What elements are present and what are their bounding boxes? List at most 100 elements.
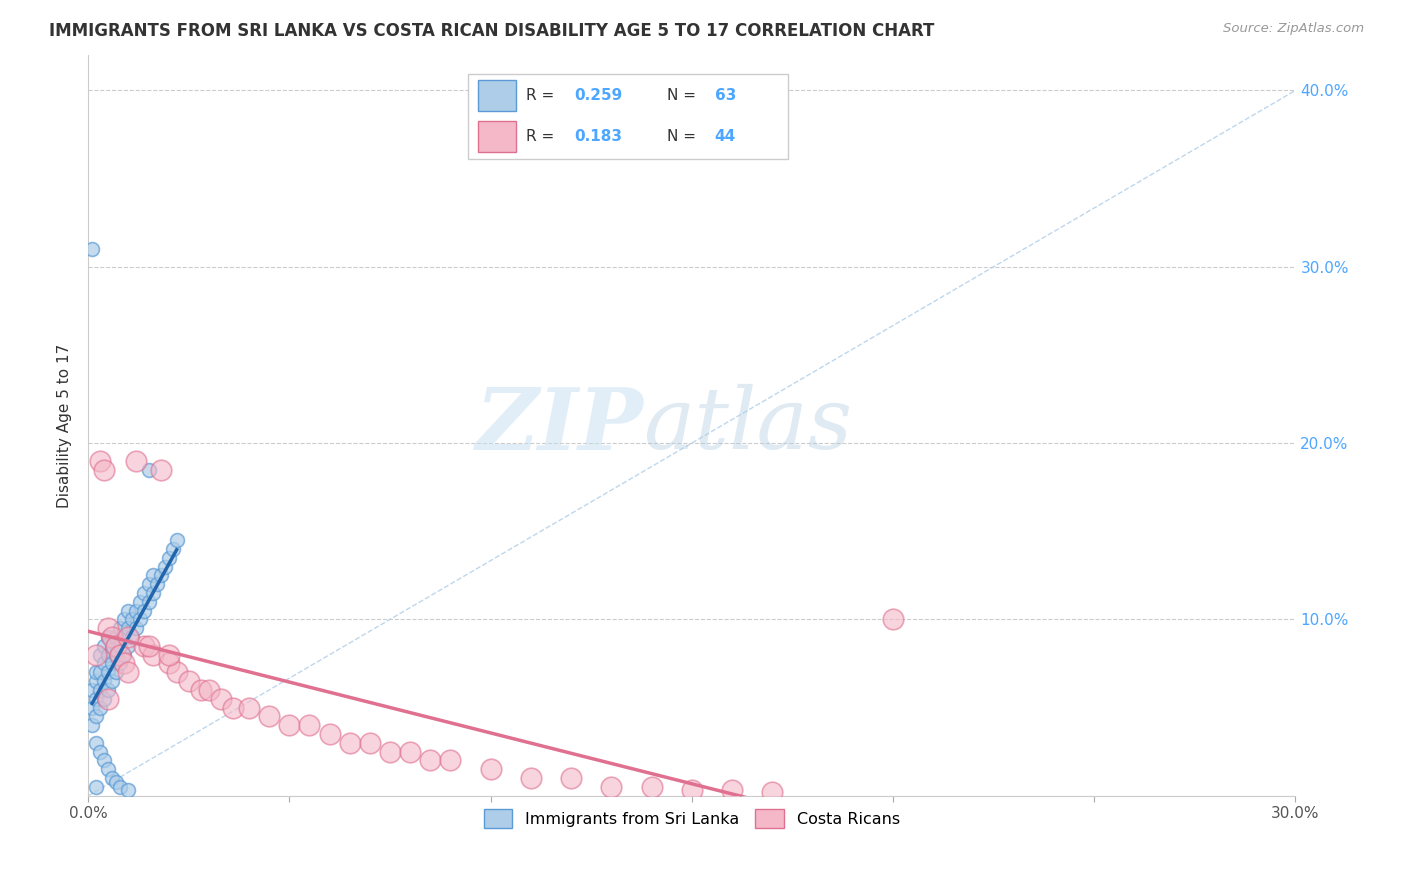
Point: [138, 577, 160, 591]
Point: [101, 674, 124, 689]
Point: [134, 639, 156, 653]
Point: [419, 754, 441, 768]
Point: [82, 718, 104, 732]
Point: [190, 682, 212, 697]
Point: [198, 682, 221, 697]
Point: [97, 682, 120, 697]
Point: [378, 745, 401, 759]
Point: [93, 639, 115, 653]
Point: [149, 462, 172, 476]
Text: atlas: atlas: [644, 384, 852, 467]
Point: [359, 736, 381, 750]
Point: [134, 604, 156, 618]
Point: [134, 586, 156, 600]
Legend: Immigrants from Sri Lanka, Costa Ricans: Immigrants from Sri Lanka, Costa Ricans: [475, 802, 908, 836]
Point: [138, 639, 160, 653]
Point: [640, 780, 662, 794]
Point: [82, 682, 104, 697]
Point: [129, 612, 152, 626]
Point: [89, 453, 111, 467]
Point: [129, 595, 152, 609]
Point: [141, 648, 163, 662]
Point: [110, 657, 132, 671]
Point: [112, 657, 135, 671]
Point: [117, 621, 139, 635]
Point: [257, 709, 280, 723]
Point: [101, 630, 124, 644]
Point: [298, 718, 321, 732]
Point: [439, 754, 461, 768]
Point: [89, 665, 111, 680]
Point: [153, 559, 176, 574]
Point: [149, 568, 172, 582]
Point: [84, 691, 107, 706]
Text: IMMIGRANTS FROM SRI LANKA VS COSTA RICAN DISABILITY AGE 5 TO 17 CORRELATION CHAR: IMMIGRANTS FROM SRI LANKA VS COSTA RICAN…: [49, 22, 935, 40]
Point: [89, 700, 111, 714]
Point: [138, 462, 160, 476]
Point: [222, 700, 245, 714]
Point: [117, 665, 139, 680]
Point: [84, 648, 107, 662]
Text: ZIP: ZIP: [475, 384, 644, 467]
Point: [157, 648, 180, 662]
Point: [110, 639, 132, 653]
Point: [681, 783, 703, 797]
Point: [97, 621, 120, 635]
Point: [101, 639, 124, 653]
Point: [110, 621, 132, 635]
Point: [117, 630, 139, 644]
Point: [141, 568, 163, 582]
Point: [84, 709, 107, 723]
Point: [145, 577, 167, 591]
Point: [121, 630, 143, 644]
Point: [89, 648, 111, 662]
Point: [166, 533, 188, 547]
Text: Source: ZipAtlas.com: Source: ZipAtlas.com: [1223, 22, 1364, 36]
Point: [278, 718, 301, 732]
Point: [97, 762, 120, 776]
Point: [117, 639, 139, 653]
Point: [105, 639, 128, 653]
Point: [560, 771, 582, 785]
Point: [101, 657, 124, 671]
Point: [125, 604, 148, 618]
Point: [110, 780, 132, 794]
Point: [162, 541, 184, 556]
Point: [97, 665, 120, 680]
Point: [84, 736, 107, 750]
Point: [238, 700, 260, 714]
Point: [82, 700, 104, 714]
Point: [138, 595, 160, 609]
Point: [105, 774, 128, 789]
Point: [89, 745, 111, 759]
Point: [318, 727, 340, 741]
Point: [110, 648, 132, 662]
Point: [84, 665, 107, 680]
Point: [117, 604, 139, 618]
Point: [105, 648, 128, 662]
Point: [125, 453, 148, 467]
Point: [117, 783, 139, 797]
Point: [82, 242, 104, 256]
Point: [112, 630, 135, 644]
Point: [721, 783, 744, 797]
Point: [93, 462, 115, 476]
Point: [84, 674, 107, 689]
Point: [93, 754, 115, 768]
Point: [399, 745, 422, 759]
Point: [479, 762, 502, 776]
Point: [882, 612, 904, 626]
Point: [101, 771, 124, 785]
Point: [105, 630, 128, 644]
Point: [89, 682, 111, 697]
Point: [166, 665, 188, 680]
Point: [93, 674, 115, 689]
Point: [209, 691, 232, 706]
Point: [141, 586, 163, 600]
Point: [157, 657, 180, 671]
Point: [125, 621, 148, 635]
Point: [121, 612, 143, 626]
Point: [177, 674, 200, 689]
Point: [97, 691, 120, 706]
Point: [84, 780, 107, 794]
